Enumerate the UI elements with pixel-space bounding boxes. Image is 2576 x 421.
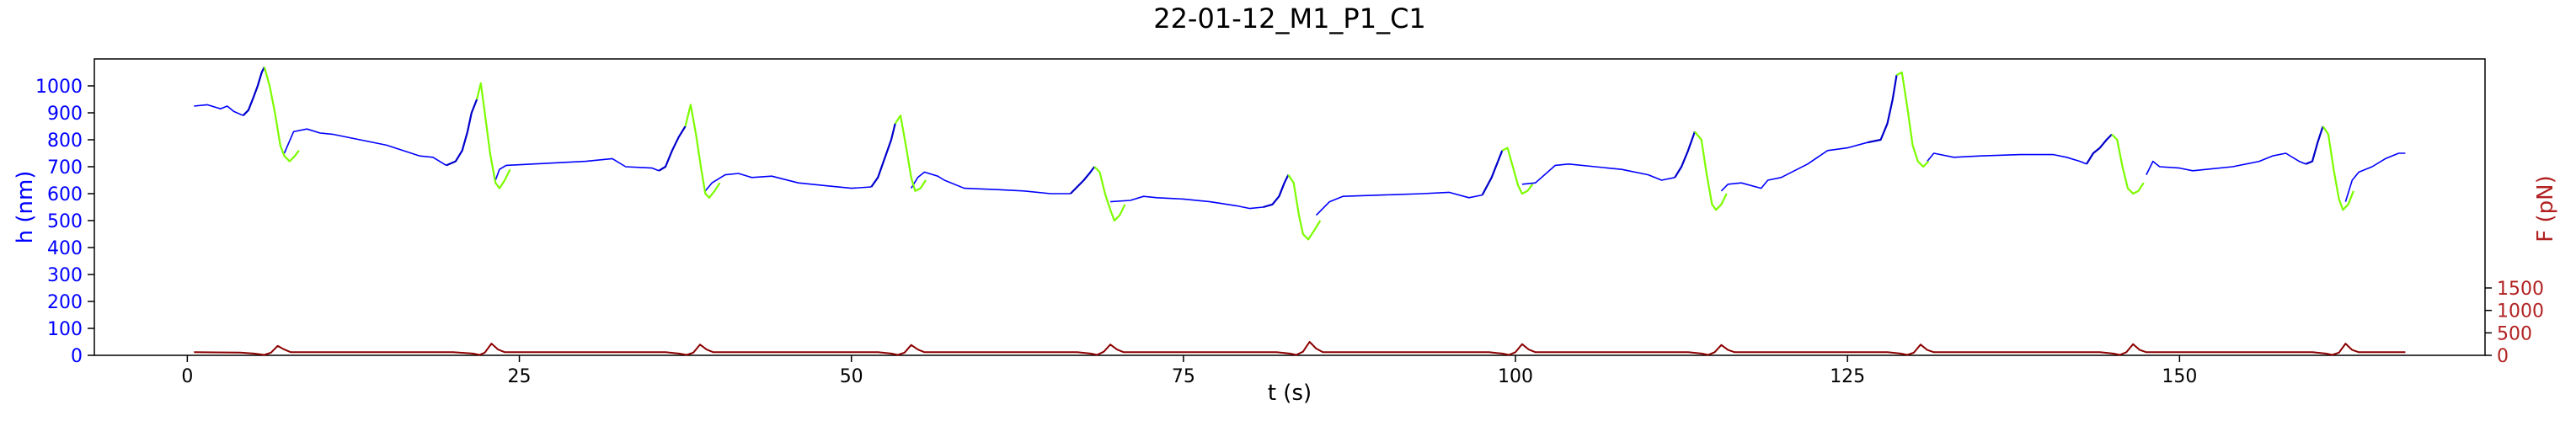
series-line-height_approach (1674, 131, 1696, 179)
series-line-height_contact (1896, 71, 1930, 168)
series-line-height_drift (911, 171, 1071, 195)
y-right-tick-label: 500 (2497, 323, 2532, 344)
y-left-tick-label: 300 (47, 265, 83, 286)
y-left-tick-label: 100 (47, 319, 83, 340)
series-line-height_drift (1927, 152, 2087, 165)
series-line-height_approach (242, 67, 265, 116)
series-line-height_approach (1263, 174, 1290, 209)
series-line-height_drift (1521, 163, 1675, 185)
series-line-height_approach (1070, 166, 1096, 195)
series-line-height_contact (684, 104, 721, 199)
x-tick-label: 125 (1830, 366, 1865, 387)
series-line-height_approach (870, 123, 896, 188)
series-line-height_contact (894, 115, 927, 192)
series-line-height_drift (2146, 152, 2306, 175)
x-tick-label: 50 (840, 366, 863, 387)
y-right-axis-label: F (pN) (2533, 175, 2558, 242)
x-tick-label: 75 (1172, 366, 1195, 387)
y-left-tick-label: 0 (71, 346, 83, 367)
y-left-tick-label: 900 (47, 104, 83, 125)
series-line-height_approach (1867, 75, 1898, 144)
series-line-height_contact (1694, 131, 1728, 211)
y-left-tick-label: 500 (47, 211, 83, 232)
x-axis-label: t (s) (1268, 381, 1312, 406)
series-line-height_drift (2344, 152, 2406, 202)
series-line-height_contact (2111, 133, 2145, 195)
y-left-tick-label: 600 (47, 184, 83, 205)
series-line-height_approach (2305, 125, 2324, 165)
series-line-height_drift (283, 128, 447, 167)
series-line-height_drift (194, 104, 243, 116)
series-line-force (194, 341, 2406, 356)
plot-area (94, 58, 2486, 356)
series-line-height_drift (704, 173, 872, 192)
series-line-height_drift (1720, 141, 1868, 192)
series-line-height_approach (446, 99, 478, 167)
x-tick-label: 100 (1498, 366, 1533, 387)
y-right-tick-label: 1500 (2497, 279, 2544, 300)
x-tick-label: 25 (508, 366, 532, 387)
y-left-axis: 0 100 200 300 400 500 600 700 800 900 1000 (35, 77, 94, 367)
y-right-tick-label: 1000 (2497, 301, 2544, 322)
series-line-height_approach (2086, 133, 2113, 165)
x-tick-label: 0 (181, 366, 193, 387)
y-left-tick-label: 400 (47, 238, 83, 259)
plot-frame (94, 58, 2486, 356)
y-left-tick-label: 1000 (35, 77, 83, 98)
series-line-height_drift (494, 157, 660, 181)
series-line-height_contact (1501, 147, 1534, 195)
x-tick-label: 150 (2162, 366, 2197, 387)
chart-title: 22-01-12_M1_P1_C1 (1153, 3, 1426, 35)
series-line-height_contact (476, 82, 511, 189)
series-line-height_approach (658, 125, 687, 172)
series-line-height_approach (1481, 150, 1504, 196)
series-line-height_contact (263, 67, 300, 163)
series-line-height_contact (1093, 166, 1126, 222)
y-right-tick-label: 0 (2497, 346, 2509, 367)
y-left-tick-label: 800 (47, 131, 83, 152)
series-line-height_drift (1315, 191, 1483, 216)
y-left-tick-label: 700 (47, 157, 83, 179)
y-left-tick-label: 200 (47, 292, 83, 313)
series-line-height_contact (2322, 125, 2354, 211)
x-axis: 0 25 50 75 100 125 150 (181, 355, 2197, 387)
series-line-height_contact (1287, 173, 1322, 241)
series-layer (194, 67, 2406, 356)
series-line-height_drift (1110, 195, 1264, 210)
y-left-axis-label: h (nm) (13, 171, 38, 244)
